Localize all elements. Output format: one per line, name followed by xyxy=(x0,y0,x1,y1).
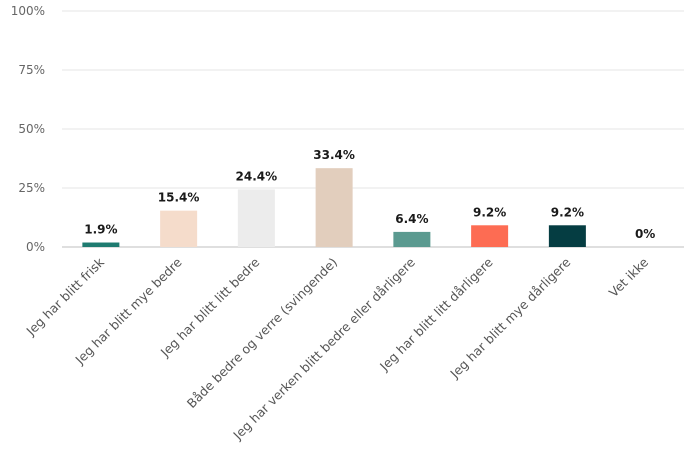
data-label-3: 24.4% xyxy=(236,169,278,183)
y-tick-label: 25% xyxy=(18,181,45,195)
bar-6 xyxy=(471,225,509,247)
data-label-4: 33.4% xyxy=(313,148,355,162)
data-label-8: 0% xyxy=(635,227,655,241)
bar-7 xyxy=(548,225,586,247)
y-tick-label: 50% xyxy=(18,122,45,136)
data-label-6: 9.2% xyxy=(473,205,506,219)
data-label-1: 1.9% xyxy=(84,223,117,237)
category-label-8: Vet ikke xyxy=(606,254,652,300)
data-label-2: 15.4% xyxy=(158,191,200,205)
bar-1 xyxy=(82,242,120,247)
data-label-5: 6.4% xyxy=(395,212,428,226)
category-label-1: Jeg har blitt frisk xyxy=(23,254,108,339)
data-labels: 1.9% 15.4% 24.4% 33.4% 6.4% 9.2% 9.2% 0% xyxy=(84,148,655,241)
grid-layer xyxy=(62,10,684,248)
bars xyxy=(82,168,586,247)
bar-3 xyxy=(237,189,275,247)
y-axis-ticks: 0% 25% 50% 75% 100% xyxy=(11,4,45,254)
bar-2 xyxy=(160,210,198,247)
y-tick-label: 75% xyxy=(18,63,45,77)
bar-4 xyxy=(315,168,353,247)
bar-5 xyxy=(393,231,431,247)
data-label-7: 9.2% xyxy=(551,205,584,219)
y-tick-label: 100% xyxy=(11,4,45,18)
category-label-4: Både bedre og verre (svingende) xyxy=(184,255,340,411)
y-tick-label: 0% xyxy=(26,240,45,254)
